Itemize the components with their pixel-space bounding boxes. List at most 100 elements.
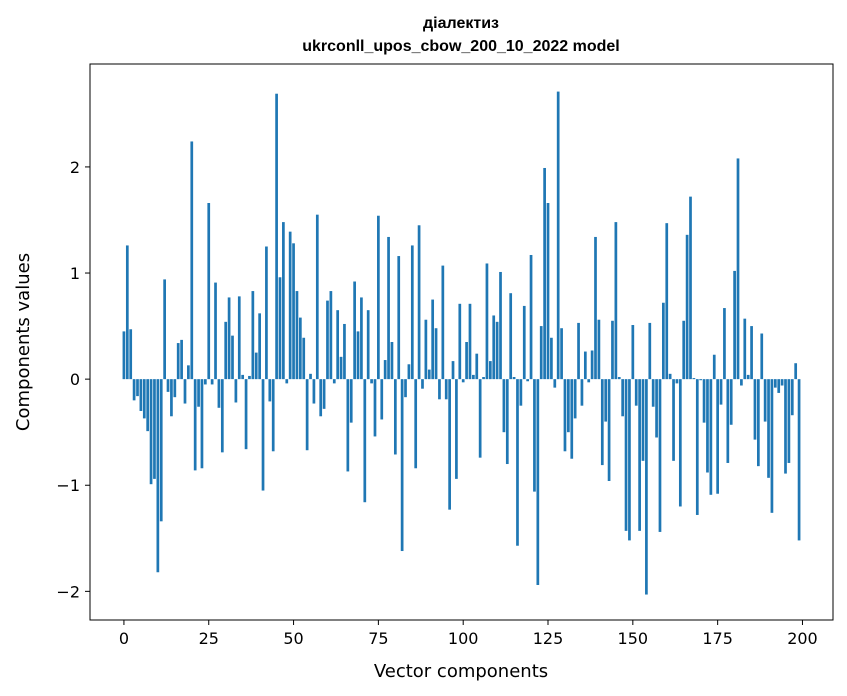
bar-77: [383, 360, 387, 380]
bar-72: [366, 310, 370, 380]
bar-78: [387, 236, 390, 380]
bar-22: [197, 379, 200, 407]
bar-116: [516, 379, 519, 546]
bar-99: [458, 303, 462, 380]
bar-26: [210, 379, 214, 385]
bar-153: [641, 379, 645, 461]
bar-6: [142, 379, 146, 419]
bar-130: [563, 379, 567, 452]
bar-154: [645, 379, 648, 595]
y-tick-label: −2: [56, 582, 80, 601]
bar-127: [553, 379, 557, 388]
plot-frame: [89, 63, 834, 621]
bar-111: [499, 271, 502, 380]
bar-101: [465, 342, 468, 380]
bar-79: [390, 342, 394, 380]
x-tick-label: 75: [368, 629, 388, 648]
x-tick-label: 175: [702, 629, 733, 648]
bar-156: [651, 379, 655, 407]
bar-129: [560, 328, 563, 380]
bar-152: [638, 379, 641, 531]
bar-69: [356, 331, 360, 380]
bar-112: [502, 379, 506, 433]
bar-103: [472, 374, 475, 380]
bar-106: [482, 377, 485, 380]
bar-27: [214, 282, 217, 380]
bar-166: [685, 234, 689, 380]
bar-20: [190, 141, 194, 380]
bar-84: [407, 364, 411, 380]
bar-145: [614, 222, 618, 380]
bar-52: [298, 317, 302, 380]
bar-87: [417, 225, 421, 380]
bar-82: [400, 379, 404, 552]
x-tick-label: 0: [119, 629, 129, 648]
bar-44: [271, 379, 275, 452]
bar-125: [546, 203, 550, 380]
bar-66: [346, 379, 350, 472]
bar-189: [763, 379, 767, 422]
bar-31: [227, 297, 231, 380]
x-tick-label: 125: [533, 629, 564, 648]
bar-191: [770, 379, 774, 513]
bar-105: [478, 379, 482, 458]
bar-148: [624, 379, 628, 531]
bar-89: [424, 319, 428, 380]
bar-0: [122, 331, 126, 380]
bar-167: [689, 196, 692, 380]
x-axis-ticks: 0 25 50 75 100 125 150 175 200: [119, 620, 818, 648]
bar-197: [790, 379, 794, 416]
bar-93: [438, 379, 441, 400]
bar-109: [492, 315, 496, 380]
bar-161: [668, 373, 672, 380]
bar-120: [529, 254, 533, 380]
bar-193: [777, 379, 781, 393]
bar-76: [380, 379, 384, 420]
bar-155: [648, 322, 652, 380]
bar-136: [583, 351, 587, 380]
bar-160: [665, 223, 669, 380]
bar-114: [509, 293, 513, 380]
bar-33: [234, 379, 238, 403]
bar-182: [740, 379, 743, 386]
bar-56: [312, 379, 316, 404]
bar-192: [773, 379, 777, 388]
bar-10: [156, 379, 160, 573]
bar-64: [339, 356, 343, 380]
bar-4: [136, 379, 139, 397]
bar-164: [678, 379, 682, 507]
bar-80: [393, 379, 397, 455]
bar-104: [475, 353, 479, 380]
y-axis-ticks: −2 −1 0 1 2: [56, 158, 90, 601]
bar-118: [522, 305, 526, 380]
bar-17: [180, 339, 183, 380]
bar-98: [455, 379, 458, 479]
bar-73: [370, 379, 373, 384]
chart-title-line-2: ukrconll_upos_cbow_200_10_2022 model: [302, 38, 619, 55]
bar-139: [594, 236, 597, 380]
bar-75: [377, 215, 380, 380]
bar-14: [170, 379, 173, 417]
bar-48: [285, 379, 289, 384]
x-tick-label: 50: [283, 629, 303, 648]
bar-169: [695, 379, 699, 515]
bar-11: [159, 379, 163, 522]
bar-199: [797, 379, 801, 541]
bar-100: [461, 379, 465, 383]
bar-132: [570, 379, 574, 459]
bar-146: [617, 377, 621, 380]
bar-123: [539, 326, 543, 380]
y-tick-label: 1: [70, 264, 80, 283]
bar-13: [166, 379, 170, 392]
bar-63: [336, 310, 340, 380]
bar-196: [787, 379, 791, 463]
bar-97: [451, 361, 455, 380]
bar-1: [125, 245, 129, 380]
bar-151: [634, 379, 638, 406]
bar-117: [519, 379, 523, 406]
bar-124: [543, 167, 546, 380]
bar-133: [573, 379, 577, 419]
chart-title-line-1: діалектиз: [423, 15, 499, 32]
bar-172: [706, 379, 709, 473]
bar-178: [726, 379, 730, 463]
